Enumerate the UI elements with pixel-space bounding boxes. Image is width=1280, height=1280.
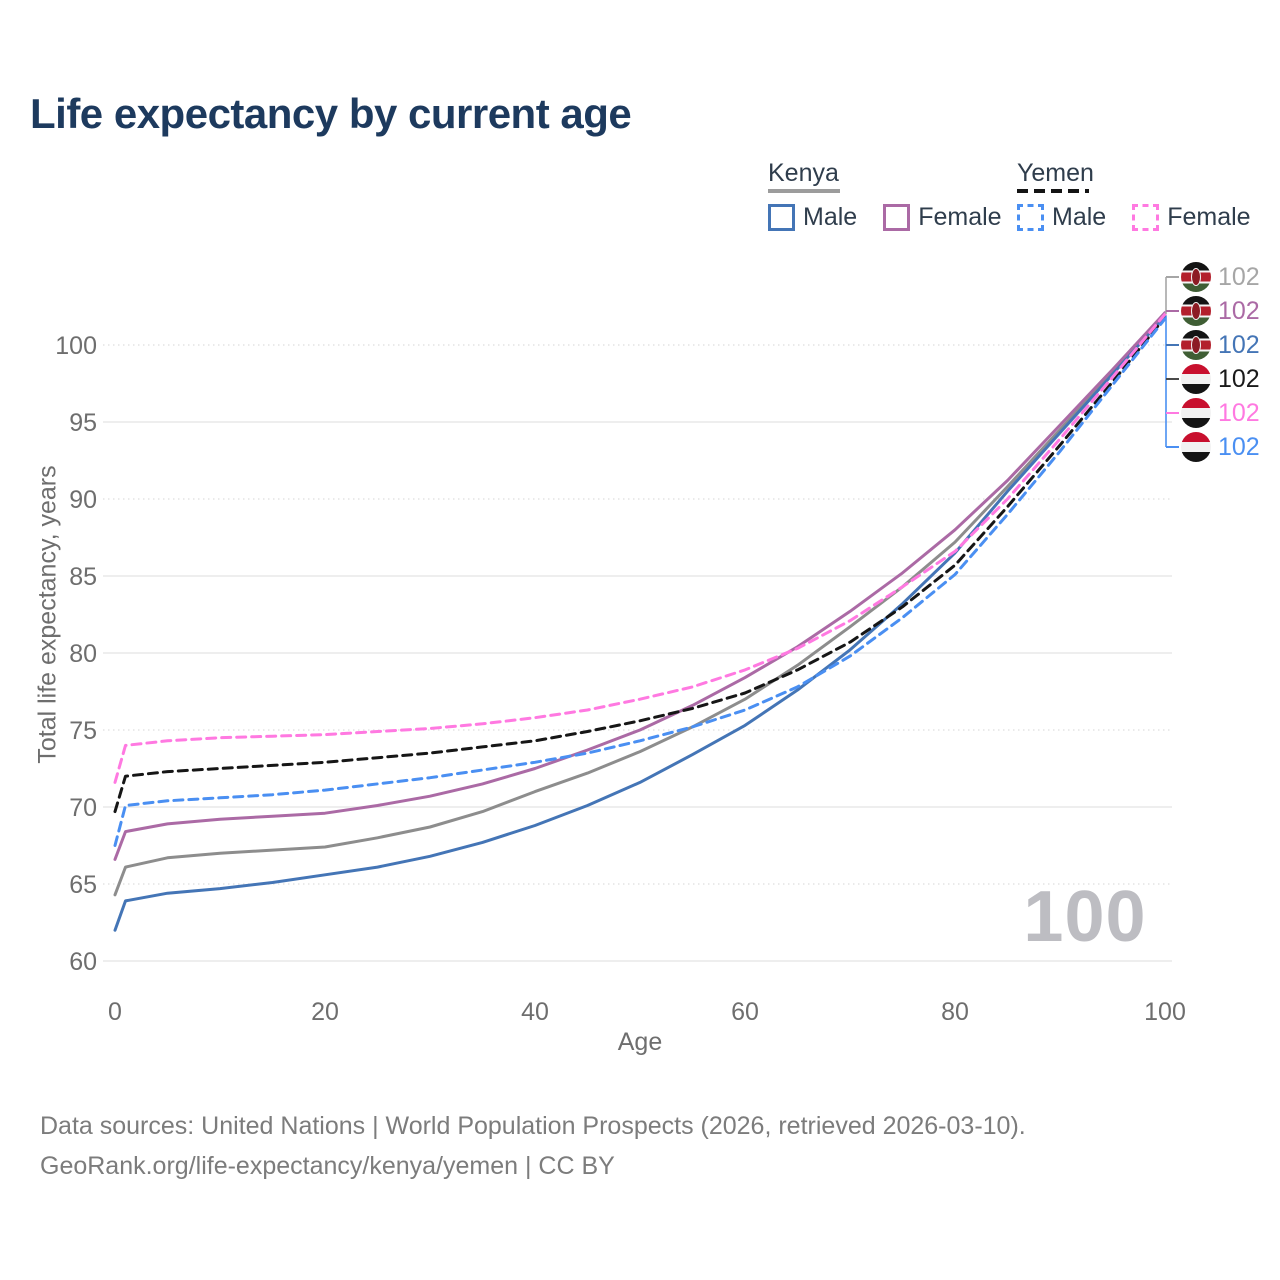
kenya-male-swatch-icon — [768, 204, 795, 231]
x-axis-title: Age — [617, 1028, 663, 1056]
endpoint-value: 102 — [1218, 330, 1260, 359]
yemen-flag-icon — [1181, 364, 1211, 394]
legend-group-kenya: Kenya Male Female — [768, 160, 1002, 232]
endpoint-label-row: 102 — [1181, 262, 1260, 292]
x-axis-tick-labels: 0 20 40 60 80 100 — [108, 998, 1186, 1026]
kenya-flag-icon — [1181, 330, 1211, 360]
page-title: Life expectancy by current age — [30, 90, 632, 137]
gridlines — [103, 344, 1172, 962]
legend-label: Female — [918, 203, 1002, 231]
yemen-flag-icon — [1181, 432, 1211, 462]
kenya-flag-icon — [1181, 262, 1211, 292]
svg-text:100: 100 — [55, 332, 97, 360]
legend-item-yemen-female[interactable]: Female — [1132, 203, 1251, 232]
yemen-dashed-line-sample — [1017, 189, 1089, 193]
data-sources-footer: Data sources: United Nations | World Pop… — [40, 1106, 1026, 1186]
svg-text:70: 70 — [69, 794, 97, 822]
yemen-female-swatch-icon — [1132, 204, 1160, 231]
svg-text:20: 20 — [311, 998, 339, 1026]
kenya-female-swatch-icon — [883, 204, 911, 231]
legend-item-kenya-male[interactable]: Male — [768, 203, 857, 232]
endpoint-label-row: 102 — [1181, 330, 1260, 360]
yemen-male-swatch-icon — [1017, 204, 1044, 231]
svg-text:60: 60 — [69, 948, 97, 976]
svg-text:80: 80 — [69, 640, 97, 668]
svg-text:80: 80 — [941, 998, 969, 1026]
legend-label: Female — [1167, 203, 1251, 231]
footer-line-sources: Data sources: United Nations | World Pop… — [40, 1112, 1026, 1140]
kenya-flag-icon — [1181, 296, 1211, 326]
chart-series-lines — [113, 311, 1167, 932]
legend-item-kenya-female[interactable]: Female — [883, 203, 1002, 232]
svg-text:85: 85 — [69, 563, 97, 591]
endpoint-value: 102 — [1218, 398, 1260, 427]
current-age-watermark: 100 — [1023, 877, 1147, 957]
legend-kenya-header[interactable]: Kenya — [768, 159, 839, 187]
endpoint-label-row: 102 — [1181, 364, 1260, 394]
legend-item-yemen-male[interactable]: Male — [1017, 203, 1106, 232]
endpoint-label-row: 102 — [1181, 398, 1260, 428]
yemen-flag-icon — [1181, 398, 1211, 428]
y-axis-tick-labels: 60 65 70 75 80 85 90 95 100 — [55, 332, 97, 976]
svg-text:75: 75 — [69, 717, 97, 745]
svg-text:90: 90 — [69, 486, 97, 514]
legend-group-yemen: Yemen Male Female — [1017, 160, 1251, 232]
legend-label: Male — [803, 203, 858, 231]
svg-text:60: 60 — [731, 998, 759, 1026]
y-axis-title: Total life expectancy, years — [33, 465, 62, 764]
endpoint-value: 102 — [1218, 432, 1260, 461]
endpoint-value: 102 — [1218, 262, 1260, 291]
endpoint-value: 102 — [1218, 296, 1260, 325]
svg-text:0: 0 — [108, 998, 122, 1026]
footer-line-attribution: GeoRank.org/life-expectancy/kenya/yemen … — [40, 1152, 615, 1180]
svg-text:100: 100 — [1144, 998, 1186, 1026]
endpoint-label-row: 102 — [1181, 296, 1260, 326]
endpoint-value: 102 — [1218, 364, 1260, 393]
legend-yemen-header[interactable]: Yemen — [1017, 159, 1094, 187]
svg-text:95: 95 — [69, 409, 97, 437]
svg-text:65: 65 — [69, 871, 97, 899]
legend-label: Male — [1052, 203, 1107, 231]
svg-text:40: 40 — [521, 998, 549, 1026]
kenya-solid-line-sample — [768, 189, 840, 193]
endpoint-label-row: 102 — [1181, 432, 1260, 462]
endpoint-leader-lines — [1165, 276, 1179, 448]
